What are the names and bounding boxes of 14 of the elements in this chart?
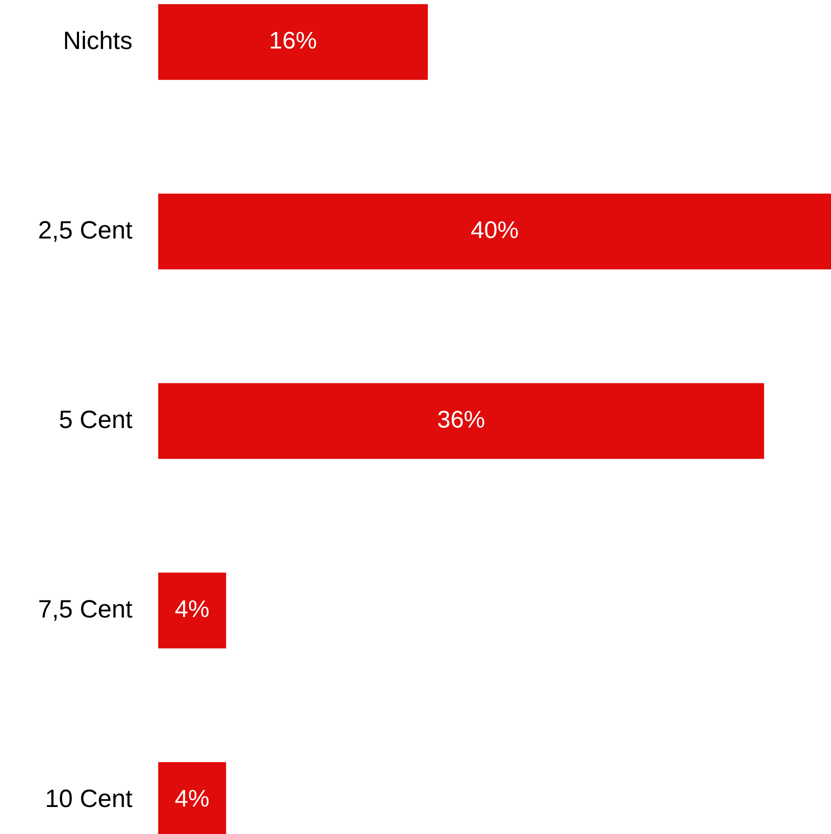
data-label: 16%: [268, 28, 318, 55]
bar: [158, 572, 226, 648]
y-tick-label: 7,5 Cent: [38, 595, 133, 624]
bar: [158, 4, 428, 80]
y-tick-label: 5 Cent: [58, 406, 133, 434]
data-label: 4%: [174, 786, 210, 813]
bar: [158, 194, 831, 270]
y-tick-label: 2,5 Cent: [38, 216, 133, 244]
y-tick-label: 10 Cent: [44, 784, 133, 813]
data-label: 40%: [470, 217, 519, 244]
bar: [158, 383, 764, 459]
y-tick-label: Nichts: [63, 26, 133, 55]
data-label: 4%: [174, 596, 210, 624]
data-label: 36%: [437, 406, 486, 434]
